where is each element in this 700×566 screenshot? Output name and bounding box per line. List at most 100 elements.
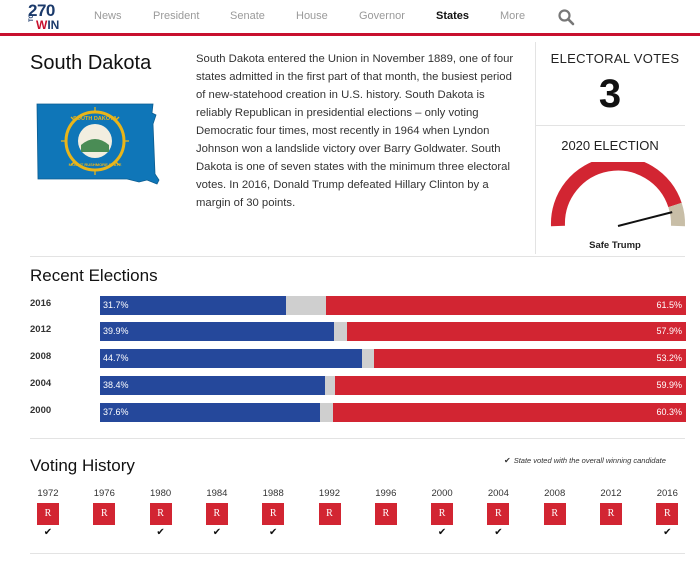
nav-item-news[interactable]: News bbox=[94, 10, 122, 22]
section-divider bbox=[30, 256, 685, 257]
history-year-label: 1984 bbox=[206, 488, 228, 499]
election-bar[interactable]: 39.9% 57.9% bbox=[100, 322, 686, 341]
dem-bar bbox=[100, 349, 362, 368]
election-year: 2000 bbox=[30, 405, 52, 416]
electoral-votes-count: 3 bbox=[598, 72, 622, 116]
history-year-label: 2008 bbox=[544, 488, 566, 499]
party-badge: R bbox=[37, 503, 59, 525]
election-bar[interactable]: 38.4% 59.9% bbox=[100, 376, 686, 395]
page-title: South Dakota bbox=[30, 52, 152, 74]
gauge-arc-red bbox=[550, 162, 682, 227]
rep-bar bbox=[335, 376, 686, 395]
dem-percent: 44.7% bbox=[103, 353, 129, 363]
dem-bar bbox=[100, 403, 321, 422]
gauge-arc-other bbox=[668, 202, 686, 227]
dem-bar bbox=[100, 322, 334, 341]
history-year-1976[interactable]: 1976 R bbox=[84, 488, 124, 539]
election-row[interactable]: 2008 44.7% 53.2% bbox=[30, 349, 686, 368]
history-year-1992[interactable]: 1992 R bbox=[310, 488, 350, 539]
election-2020-label: 2020 ELECTION bbox=[561, 138, 659, 153]
dem-percent: 39.9% bbox=[103, 326, 129, 336]
check-icon: ✔ bbox=[663, 527, 672, 538]
voting-history-heading: Voting History bbox=[30, 456, 135, 475]
election-row[interactable]: 2004 38.4% 59.9% bbox=[30, 376, 686, 395]
dem-percent: 31.7% bbox=[103, 300, 129, 310]
search-icon[interactable] bbox=[557, 8, 575, 26]
nav-item-more[interactable]: More bbox=[500, 10, 526, 22]
history-year-2012[interactable]: 2012 R bbox=[591, 488, 631, 539]
election-row[interactable]: 2016 31.7% 61.5% bbox=[30, 296, 686, 315]
dem-percent: 37.6% bbox=[103, 407, 129, 417]
check-icon: ✔ bbox=[494, 527, 503, 538]
election-row[interactable]: 2000 37.6% 60.3% bbox=[30, 403, 686, 422]
section-divider bbox=[30, 438, 685, 439]
empty-check-slot bbox=[84, 527, 124, 539]
history-year-1996[interactable]: 1996 R bbox=[366, 488, 406, 539]
sidebar-divider bbox=[535, 42, 536, 254]
check-icon: ✔ bbox=[268, 527, 278, 538]
history-year-2000[interactable]: 2000 R ✔ bbox=[422, 488, 462, 539]
history-year-label: 1972 bbox=[37, 488, 59, 499]
recent-elections-heading: Recent Elections bbox=[30, 266, 158, 285]
history-year-1980[interactable]: 1980 R ✔ bbox=[141, 488, 181, 539]
top-navigation-bar: 270 TO WIN News President Senate House G… bbox=[0, 0, 700, 36]
history-year-1988[interactable]: 1988 R ✔ bbox=[253, 488, 293, 539]
nav-item-president[interactable]: President bbox=[153, 10, 200, 22]
party-badge: R bbox=[431, 503, 454, 525]
dem-percent: 38.4% bbox=[103, 380, 129, 390]
dem-bar bbox=[100, 296, 286, 315]
rep-percent: 61.5% bbox=[656, 300, 682, 310]
rep-bar bbox=[374, 349, 686, 368]
history-year-1984[interactable]: 1984 R ✔ bbox=[197, 488, 237, 539]
history-year-2008[interactable]: 2008 R bbox=[535, 488, 575, 539]
empty-check-slot bbox=[535, 527, 575, 539]
electoral-votes-label: ELECTORAL VOTES bbox=[550, 51, 680, 66]
rep-percent: 59.9% bbox=[656, 380, 682, 390]
election-row[interactable]: 2012 39.9% 57.9% bbox=[30, 322, 686, 341]
history-year-label: 1996 bbox=[375, 488, 397, 499]
nav-item-governor[interactable]: Governor bbox=[359, 10, 405, 22]
history-year-label: 1980 bbox=[150, 488, 172, 499]
rep-bar bbox=[325, 296, 686, 315]
party-badge: R bbox=[600, 503, 622, 525]
election-year: 2012 bbox=[30, 324, 52, 335]
history-year-label: 2016 bbox=[656, 488, 678, 499]
state-description: South Dakota entered the Union in Novemb… bbox=[196, 53, 514, 209]
election-bar[interactable]: 37.6% 60.3% bbox=[100, 403, 686, 422]
svg-text:MOUNT RUSHMORE STATE: MOUNT RUSHMORE STATE bbox=[69, 162, 122, 167]
election-rating-label: Safe Trump bbox=[589, 240, 641, 251]
history-year-2004[interactable]: 2004 R ✔ bbox=[478, 488, 518, 539]
history-year-1972[interactable]: 1972 R ✔ bbox=[28, 488, 68, 539]
party-badge: R bbox=[262, 503, 285, 525]
dem-bar bbox=[100, 376, 326, 395]
party-badge: R bbox=[205, 503, 228, 525]
rep-percent: 57.9% bbox=[656, 326, 682, 336]
svg-text:SOUTH DAKOTA: SOUTH DAKOTA bbox=[73, 116, 117, 122]
logo-win: WIN bbox=[36, 18, 60, 32]
gauge-needle bbox=[617, 211, 673, 227]
check-icon: ✔ bbox=[43, 527, 53, 538]
election-year: 2008 bbox=[30, 351, 52, 362]
nav-item-house[interactable]: House bbox=[296, 10, 328, 22]
section-divider bbox=[30, 553, 685, 554]
check-icon: ✔ bbox=[504, 456, 511, 465]
site-logo[interactable]: 270 TO WIN bbox=[28, 0, 68, 34]
history-year-label: 1992 bbox=[318, 488, 341, 499]
history-year-label: 2012 bbox=[600, 488, 622, 499]
nav-item-states[interactable]: States bbox=[436, 10, 470, 22]
state-flag-map: SOUTH DAKOTA MOUNT RUSHMORE STATE bbox=[36, 103, 160, 185]
nav-item-senate[interactable]: Senate bbox=[230, 10, 265, 22]
history-year-2016[interactable]: 2016 R ✔ bbox=[647, 488, 687, 539]
rep-percent: 53.2% bbox=[656, 353, 682, 363]
check-icon: ✔ bbox=[212, 527, 222, 538]
party-badge: R bbox=[93, 503, 116, 525]
sidebar-separator bbox=[535, 125, 685, 126]
election-bar[interactable]: 44.7% 53.2% bbox=[100, 349, 686, 368]
rep-bar bbox=[346, 322, 686, 341]
party-badge: R bbox=[656, 503, 679, 525]
rep-bar bbox=[332, 403, 686, 422]
voting-history-legend: ✔ State voted with the overall winning ca… bbox=[504, 456, 666, 465]
election-year: 2004 bbox=[30, 378, 52, 389]
party-badge: R bbox=[487, 503, 510, 525]
election-bar[interactable]: 31.7% 61.5% bbox=[100, 296, 686, 315]
